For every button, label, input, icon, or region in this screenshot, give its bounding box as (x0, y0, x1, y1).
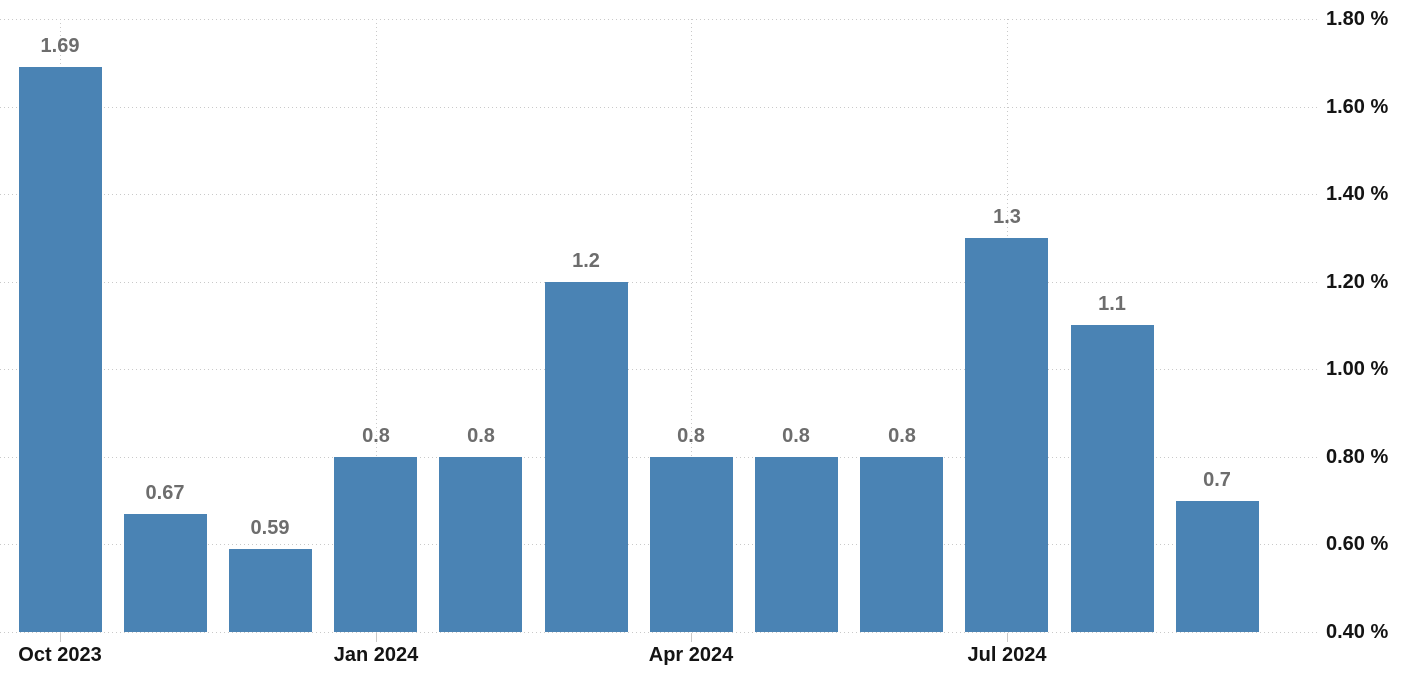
y-axis-tick-label: 1.20 % (1326, 271, 1389, 293)
bar[interactable] (334, 457, 417, 632)
bar[interactable] (124, 514, 207, 632)
bar[interactable] (1071, 325, 1154, 632)
y-axis-tick-label: 0.60 % (1326, 533, 1389, 555)
bar-value-label: 0.59 (250, 517, 290, 539)
y-axis-tick-label: 1.00 % (1326, 358, 1389, 380)
bar-value-label: 0.8 (888, 425, 916, 447)
y-axis-tick-label: 1.80 % (1326, 8, 1389, 30)
bar-value-label: 0.67 (145, 482, 185, 504)
v-gridline (376, 19, 377, 632)
y-axis-tick-label: 1.40 % (1326, 183, 1389, 205)
x-axis-tick (1007, 633, 1008, 642)
bar[interactable] (860, 457, 943, 632)
bar-value-label: 0.7 (1203, 469, 1231, 491)
bar[interactable] (229, 549, 312, 632)
h-gridline (0, 19, 1318, 20)
bar-value-label: 1.1 (1098, 293, 1126, 315)
y-axis-tick-label: 1.60 % (1326, 96, 1389, 118)
h-gridline (0, 107, 1318, 108)
bar-value-label: 1.69 (40, 35, 80, 57)
x-axis-tick-label: Apr 2024 (648, 644, 734, 666)
x-axis-tick (376, 633, 377, 642)
v-gridline (691, 19, 692, 632)
bar[interactable] (650, 457, 733, 632)
h-gridline (0, 194, 1318, 195)
y-axis-tick-label: 0.80 % (1326, 446, 1389, 468)
bar[interactable] (19, 67, 102, 632)
h-gridline (0, 632, 1318, 633)
bar[interactable] (1176, 501, 1259, 632)
bar[interactable] (545, 282, 628, 632)
bar[interactable] (439, 457, 522, 632)
bar-value-label: 0.8 (677, 425, 705, 447)
bar[interactable] (965, 238, 1048, 632)
h-gridline (0, 282, 1318, 283)
x-axis-tick (691, 633, 692, 642)
bar-value-label: 1.2 (572, 250, 600, 272)
bar[interactable] (755, 457, 838, 632)
bar-value-label: 1.3 (993, 206, 1021, 228)
y-axis-tick-label: 0.40 % (1326, 621, 1389, 643)
x-axis-tick-label: Oct 2023 (18, 644, 102, 666)
h-gridline (0, 369, 1318, 370)
bar-value-label: 0.8 (782, 425, 810, 447)
x-axis-tick (60, 633, 61, 642)
bar-value-label: 0.8 (362, 425, 390, 447)
bar-value-label: 0.8 (467, 425, 495, 447)
x-axis-tick-label: Jan 2024 (333, 644, 419, 666)
x-axis-tick-label: Jul 2024 (967, 644, 1047, 666)
